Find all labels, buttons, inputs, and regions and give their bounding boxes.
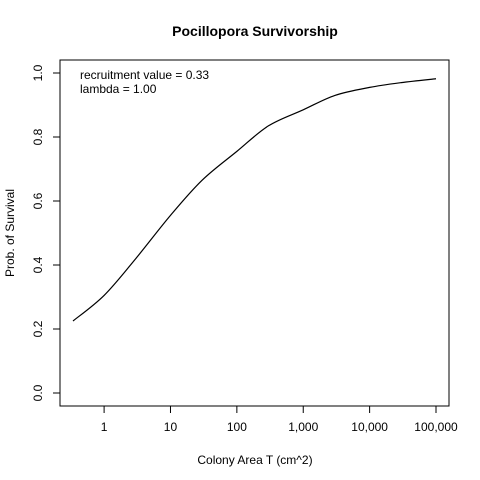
- chart-title: Pocillopora Survivorship: [172, 23, 338, 39]
- y-tick-label: 0.0: [31, 384, 45, 401]
- x-axis: 1 10 100 1,000 10,000 100,000: [101, 406, 458, 434]
- x-tick-label: 100,000: [414, 420, 458, 434]
- lambda-annotation: lambda = 1.00: [80, 82, 157, 96]
- x-tick-label: 10: [164, 420, 178, 434]
- x-tick-label: 1: [101, 420, 108, 434]
- y-tick-label: 0.4: [31, 256, 45, 273]
- y-tick-label: 1.0: [31, 64, 45, 81]
- survival-curve-line: [72, 78, 437, 322]
- y-axis: 0.0 0.2 0.4 0.6 0.8 1.0: [31, 64, 60, 401]
- x-tick-label: 1,000: [288, 420, 318, 434]
- y-tick-label: 0.8: [31, 128, 45, 145]
- plot-frame: [59, 59, 450, 407]
- x-axis-label: Colony Area T (cm^2): [197, 453, 312, 467]
- x-tick-label: 10,000: [351, 420, 388, 434]
- recruitment-annotation: recruitment value = 0.33: [80, 68, 209, 82]
- x-tick-label: 100: [227, 420, 247, 434]
- y-tick-label: 0.6: [31, 192, 45, 209]
- y-axis-label: Prob. of Survival: [3, 189, 17, 277]
- y-tick-label: 0.2: [31, 320, 45, 337]
